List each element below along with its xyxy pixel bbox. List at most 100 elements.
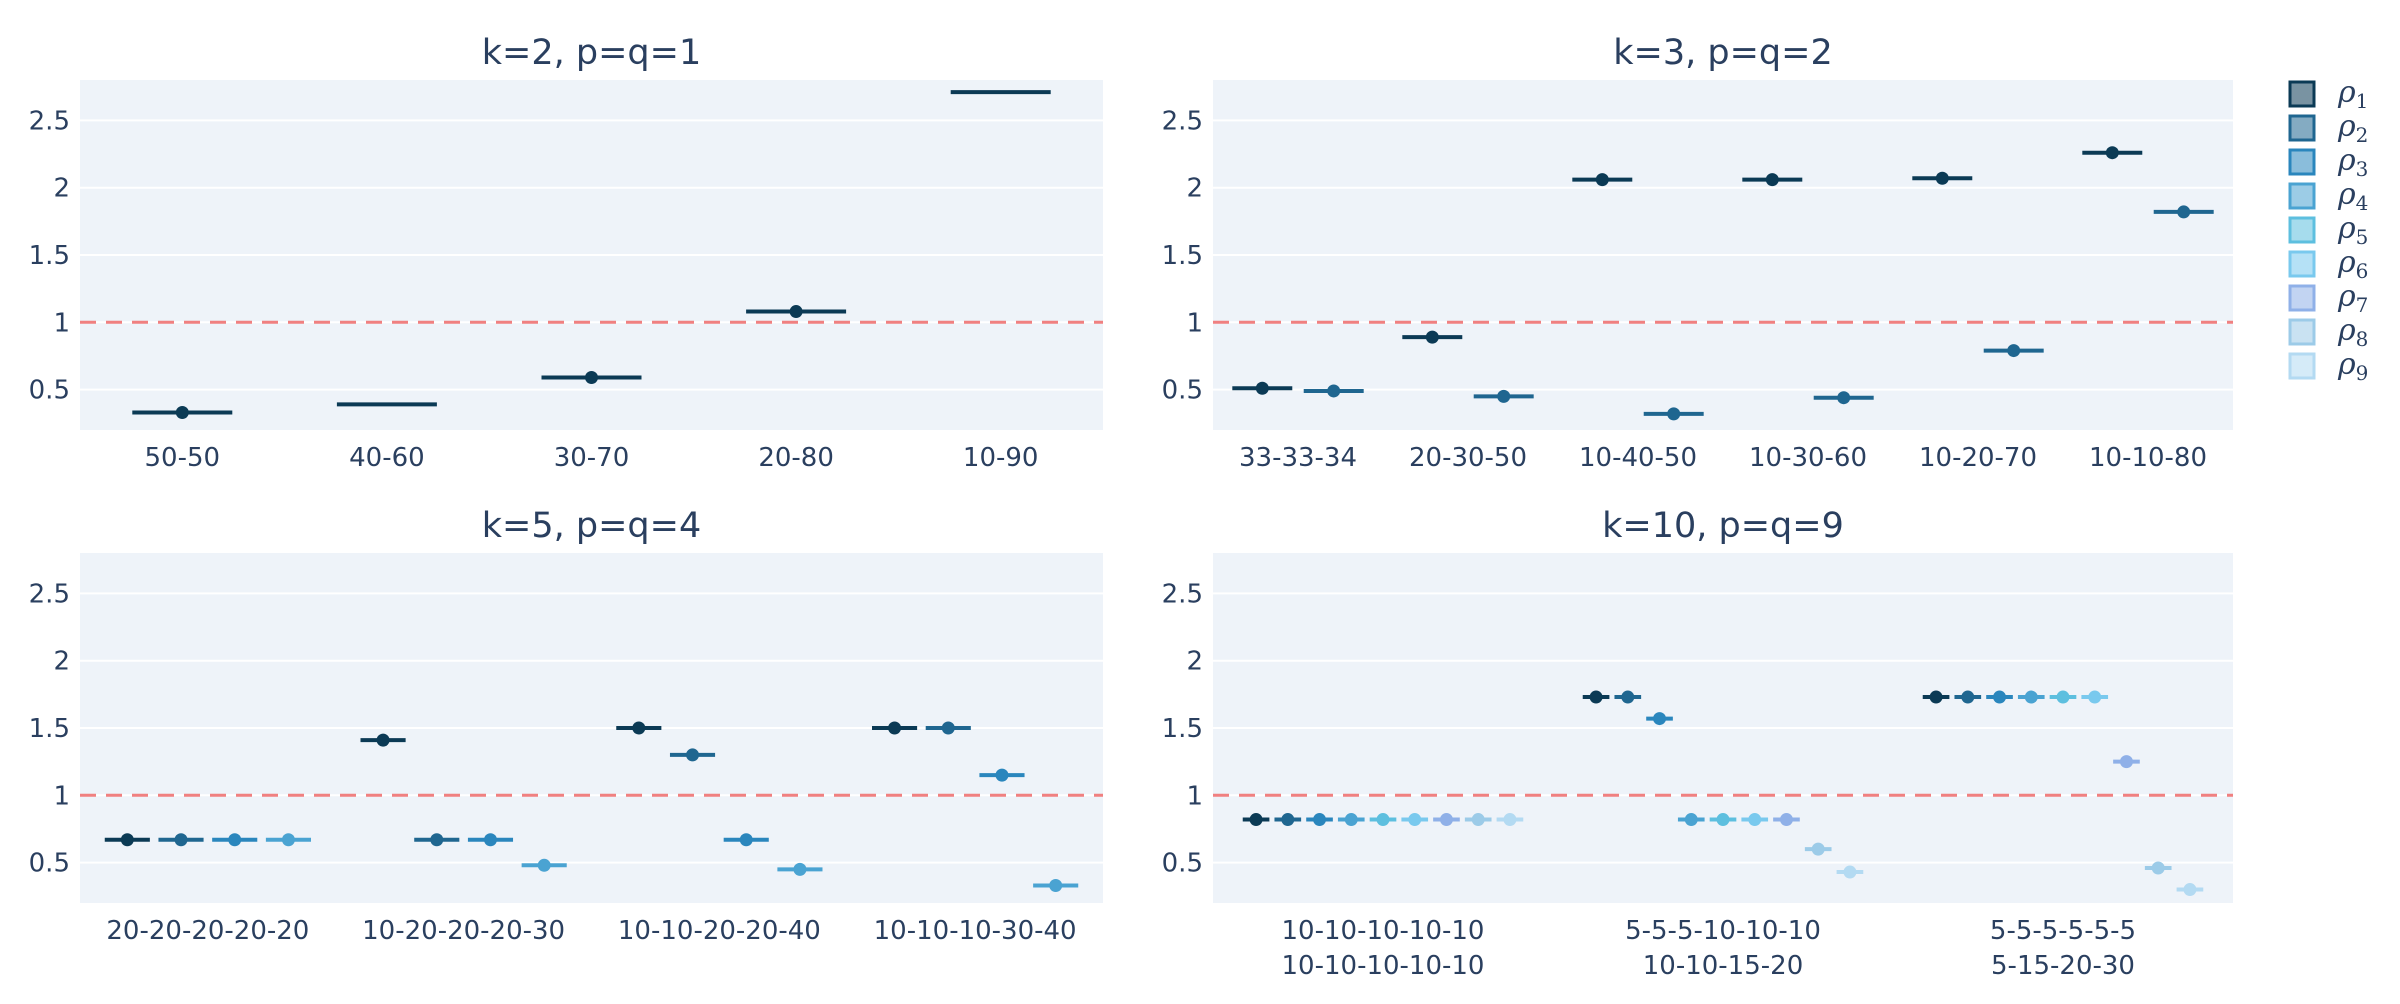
point-marker-rho9 — [2183, 883, 2197, 897]
legend-swatch — [2288, 114, 2316, 142]
legend-swatch — [2288, 182, 2316, 210]
point-marker-rho1 — [1935, 171, 1949, 185]
subplot-title: k=5, p=q=4 — [482, 506, 701, 546]
point-marker-rho2 — [1497, 389, 1511, 403]
point-marker-rho4 — [793, 862, 807, 876]
y-tick-label: 2 — [53, 174, 70, 204]
legend-subscript: 3 — [2356, 157, 2369, 181]
x-tick-label: 40-60 — [349, 443, 425, 473]
subplot-title: k=3, p=q=2 — [1613, 33, 1832, 73]
point-marker-rho1 — [2105, 146, 2119, 160]
point-marker-rho3 — [739, 833, 753, 847]
x-tick-label: 30-70 — [554, 443, 630, 473]
panel-1: 0.5 1 1.5 2 2.5 k=2, p=q=1 50-50 40-60 30-70 20-8… — [29, 33, 1103, 473]
point-marker-rho6 — [1408, 813, 1422, 827]
point-marker-rho1 — [376, 733, 390, 747]
y-tick-label: 2 — [53, 647, 70, 677]
point-marker-rho8 — [1811, 842, 1825, 856]
y-tick-label: 1.5 — [1162, 714, 1203, 744]
subplot-title: k=10, p=q=9 — [1602, 506, 1844, 546]
point-marker-rho3 — [995, 768, 1009, 782]
x-tick-label: 20-20-20-20-20 — [106, 916, 309, 946]
point-marker-rho4 — [1684, 813, 1698, 827]
x-tick-label: 10-90 — [963, 443, 1039, 473]
point-marker-rho3 — [1313, 813, 1327, 827]
point-marker-rho1 — [175, 406, 189, 419]
point-marker-rho1 — [585, 371, 598, 384]
point-marker-rho5 — [1716, 813, 1730, 827]
point-marker-rho4 — [2024, 690, 2038, 704]
point-marker-rho2 — [1327, 384, 1341, 398]
point-marker-rho4 — [1344, 813, 1358, 827]
y-tick-label: 0.5 — [29, 376, 70, 406]
x-tick-label: 10-20-70 — [1919, 443, 2037, 473]
point-marker-rho6 — [2088, 690, 2102, 704]
y-tick-label: 1 — [53, 781, 70, 811]
legend-swatch — [2288, 352, 2316, 380]
point-marker-rho8 — [1471, 813, 1485, 827]
legend-swatch — [2288, 148, 2316, 176]
legend-swatch — [2288, 284, 2316, 312]
legend-swatch — [2288, 216, 2316, 244]
point-marker-rho9 — [1843, 865, 1857, 879]
point-marker-rho1 — [120, 833, 134, 847]
legend-label: ρ6 — [2337, 245, 2368, 283]
y-tick-label: 1 — [1186, 308, 1203, 338]
legend-subscript: 7 — [2356, 293, 2369, 317]
point-marker-rho7 — [2119, 755, 2133, 769]
x-tick-label: 10-20-20-20-30 — [362, 916, 565, 946]
point-marker-rho1 — [1249, 813, 1263, 827]
panel-2: 0.5 1 1.5 2 2.5 k=3, p=q=2 33-33-34 20-30-50 10-… — [1162, 33, 2233, 473]
point-marker-rho7 — [1779, 813, 1793, 827]
point-marker-rho1 — [1595, 173, 1609, 187]
point-marker-rho2 — [430, 833, 444, 847]
point-marker-rho2 — [1837, 391, 1851, 405]
x-tick-label: 5-15-20-30 — [1991, 951, 2135, 981]
y-tick-label: 2.5 — [29, 106, 70, 136]
point-marker-rho2 — [1281, 813, 1295, 827]
x-tick-label: 5-5-5-5-5-5 — [1990, 916, 2136, 946]
legend-label: ρ2 — [2337, 109, 2368, 147]
y-tick-label: 2.5 — [1162, 579, 1203, 609]
legend-label: ρ9 — [2337, 347, 2368, 385]
x-tick-label: 10-10-80 — [2089, 443, 2207, 473]
legend-subscript: 9 — [2356, 361, 2369, 385]
x-tick-label: 33-33-34 — [1239, 443, 1357, 473]
y-tick-label: 0.5 — [1162, 849, 1203, 879]
point-marker-rho2 — [686, 748, 700, 762]
legend-label: ρ7 — [2337, 279, 2368, 317]
legend-swatch — [2288, 250, 2316, 278]
point-marker-rho5 — [2056, 690, 2070, 704]
point-marker-rho2 — [941, 721, 955, 735]
point-marker-rho1 — [1589, 690, 1603, 704]
x-tick-label: 10-40-50 — [1579, 443, 1697, 473]
y-tick-label: 2.5 — [29, 579, 70, 609]
y-tick-label: 1 — [53, 308, 70, 338]
point-marker-rho2 — [2177, 205, 2191, 219]
point-marker-rho4 — [537, 858, 551, 872]
legend-label: ρ8 — [2337, 313, 2368, 351]
legend-subscript: 1 — [2356, 89, 2369, 113]
point-marker-rho2 — [174, 833, 188, 847]
y-tick-label: 1.5 — [1162, 241, 1203, 271]
y-tick-label: 2 — [1186, 174, 1203, 204]
y-tick-label: 1.5 — [29, 714, 70, 744]
point-marker-rho3 — [1993, 690, 2007, 704]
panel-3: 0.5 1 1.5 2 2.5 k=5, p=q=4 20-20-20-20-20 10-20… — [29, 506, 1103, 946]
y-tick-label: 2 — [1186, 647, 1203, 677]
x-tick-label: 10-10-10-30-40 — [874, 916, 1077, 946]
legend-subscript: 2 — [2356, 123, 2369, 147]
point-marker-rho3 — [1653, 712, 1667, 726]
y-tick-label: 0.5 — [1162, 376, 1203, 406]
point-marker-rho8 — [2151, 861, 2165, 875]
legend-label: ρ4 — [2337, 177, 2368, 215]
x-tick-label: 10-10-10-10-10 — [1282, 916, 1485, 946]
subplot-title: k=2, p=q=1 — [482, 33, 701, 73]
y-tick-label: 2.5 — [1162, 106, 1203, 136]
y-tick-label: 1.5 — [29, 241, 70, 271]
legend-label: ρ5 — [2337, 211, 2368, 249]
legend-label: ρ1 — [2337, 75, 2368, 113]
